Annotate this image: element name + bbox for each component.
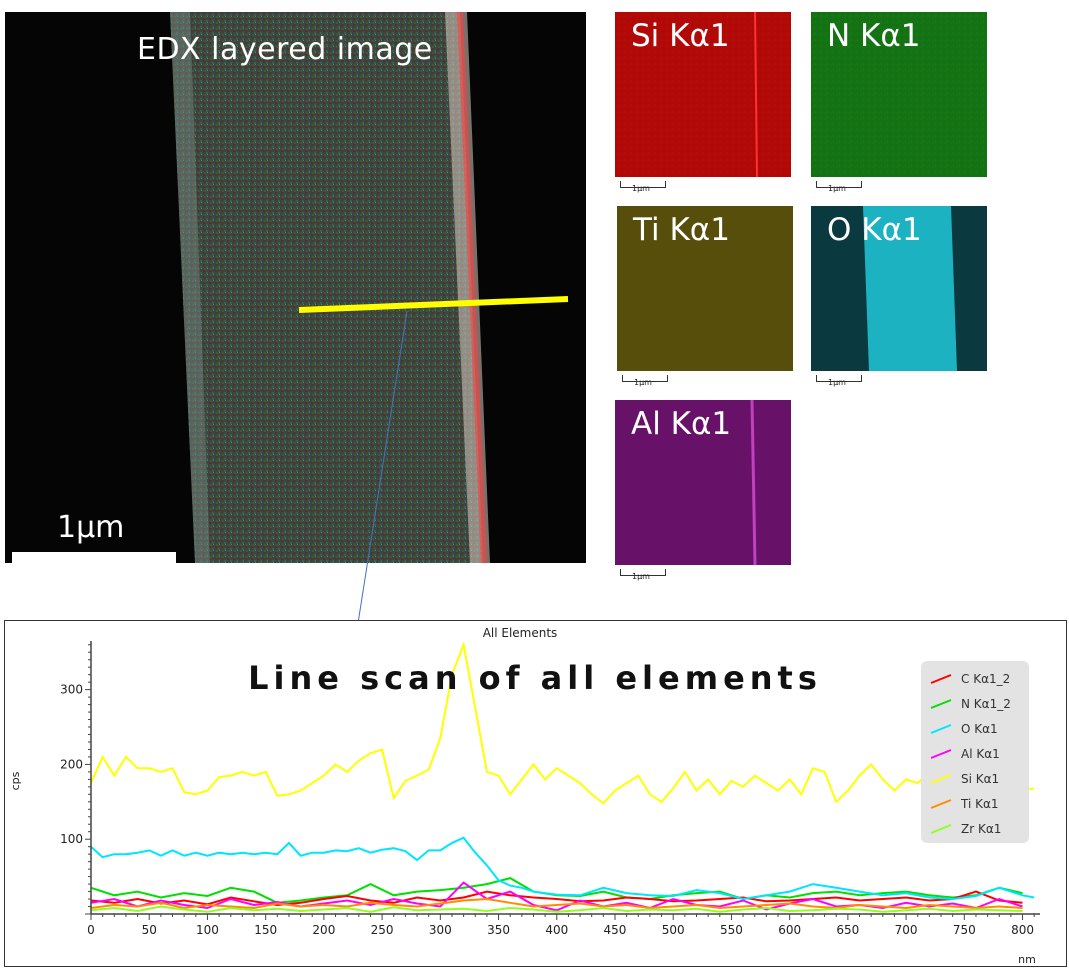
layered-image-texture	[170, 12, 569, 563]
x-tick-label: 300	[429, 923, 452, 937]
ti-scale-bar	[622, 375, 668, 382]
x-tick-label: 500	[662, 923, 685, 937]
n-scale-label: 1µm	[828, 184, 846, 193]
main-scale-label: 1µm	[57, 510, 125, 545]
layered-image-title: EDX layered image	[137, 32, 433, 67]
o-map-label: O Kα1	[827, 212, 922, 248]
y-tick-label: 300	[60, 683, 83, 697]
si-map-label: Si Kα1	[631, 18, 730, 54]
ti-scale-label: 1µm	[634, 378, 652, 387]
o-map-texture	[811, 206, 987, 371]
al-map-label: Al Kα1	[631, 406, 732, 442]
x-tick-label: 400	[545, 923, 568, 937]
map-ti: Ti Kα1	[617, 206, 793, 371]
series-line-ti-kα1	[90, 897, 1023, 910]
legend-entry: N Kα1_2	[961, 697, 1011, 711]
chart-canvas: 0 50 100 150 200 250 300 350 400 450 500 550 600 650 7…	[9, 626, 1040, 966]
al-scale-label: 1µm	[632, 572, 650, 581]
map-si: Si Kα1	[615, 12, 791, 177]
legend-swatch	[930, 699, 952, 709]
x-tick-label: 450	[604, 923, 627, 937]
ti-map-texture	[617, 206, 793, 371]
x-tick-label: 350	[487, 923, 510, 937]
legend-box	[921, 661, 1029, 843]
legend-entry: Si Kα1	[961, 772, 999, 786]
x-tick-label: 50	[142, 923, 157, 937]
legend-entry: O Kα1	[961, 722, 998, 736]
legend-swatch	[930, 724, 952, 734]
si-map-texture	[615, 12, 791, 177]
x-tick-label: 650	[836, 923, 859, 937]
overlay-title: Line scan of all elements	[248, 659, 822, 697]
main-scale-bar	[12, 552, 176, 563]
series-line-si-kα1	[90, 641, 1035, 805]
ti-map-label: Ti Kα1	[633, 212, 730, 248]
y-tick-label: 100	[60, 832, 83, 846]
x-tick-label: 150	[254, 923, 277, 937]
series-line-zr-kα1	[90, 905, 1023, 913]
y-axis-label: cps	[9, 771, 22, 790]
al-map-texture	[615, 400, 791, 565]
x-tick-label: 200	[312, 923, 335, 937]
legend-entry: Al Kα1	[961, 747, 1000, 761]
map-o: O Kα1	[811, 206, 987, 371]
series-line-c-kα1_2	[90, 890, 1023, 907]
x-tick-label: 550	[720, 923, 743, 937]
legend-entry: Zr Kα1	[961, 822, 1001, 836]
o-scale-bar	[816, 375, 862, 382]
al-scale-bar	[620, 569, 666, 576]
y-tick-label: 200	[60, 757, 83, 771]
x-tick-label: 800	[1011, 923, 1034, 937]
map-al: Al Kα1	[615, 400, 791, 565]
x-tick-label: 250	[371, 923, 394, 937]
chart-title: All Elements	[483, 626, 558, 640]
x-tick-label: 750	[953, 923, 976, 937]
line-scan-chart: 0 50 100 150 200 250 300 350 400 450 500 550 600 650 7…	[4, 620, 1067, 967]
x-tick-label: 600	[778, 923, 801, 937]
n-scale-bar	[816, 181, 862, 188]
legend-swatch	[930, 799, 952, 809]
x-tick-label: 700	[895, 923, 918, 937]
map-n: N Kα1	[811, 12, 987, 177]
o-scale-label: 1µm	[828, 378, 846, 387]
si-scale-label: 1µm	[632, 184, 650, 193]
x-tick-label: 0	[87, 923, 95, 937]
line-scan-path	[298, 296, 569, 313]
legend-swatch	[930, 824, 952, 834]
x-tick-label: 100	[196, 923, 219, 937]
n-map-texture	[811, 12, 987, 177]
series-line-o-kα1	[90, 836, 1035, 901]
n-map-label: N Kα1	[827, 18, 921, 54]
legend-swatch	[930, 774, 952, 784]
legend-swatch	[930, 674, 952, 684]
x-axis-label: nm	[1018, 953, 1036, 966]
edx-layered-image: EDX layered image 1µm	[5, 12, 586, 563]
legend: C Kα1_2 N Kα1_2 O Kα1 Al Kα1 Si Kα1 Ti Kα1 Zr …	[921, 661, 1029, 843]
legend-entry: C Kα1_2	[961, 672, 1010, 686]
legend-swatch	[930, 749, 952, 759]
si-scale-bar	[620, 181, 666, 188]
legend-entry: Ti Kα1	[960, 797, 999, 811]
